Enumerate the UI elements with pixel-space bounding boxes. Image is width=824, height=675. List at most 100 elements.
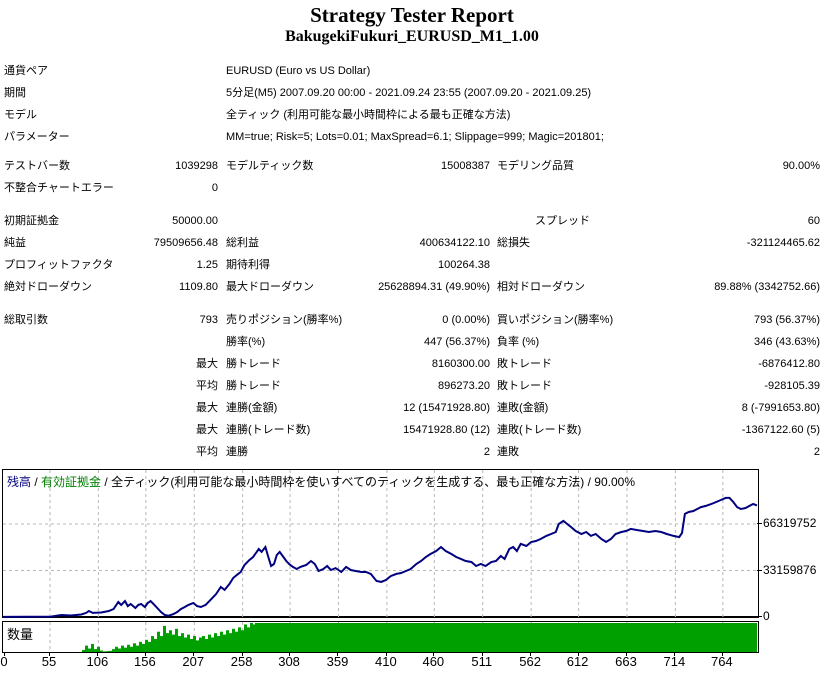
row-value: 8160300.00 [431,358,490,370]
report-cell [226,210,490,232]
row-value: 1109.80 [179,281,218,293]
volume-bar [124,647,127,652]
report-cell: 最大 [4,353,218,375]
row-label: テストバー数 [4,160,70,172]
row-label: 初期証拠金 [4,215,59,227]
report-cell: 通貨ペア [4,60,218,82]
x-tick [674,653,676,656]
row-value: 1039298 [175,160,218,172]
x-tick [481,653,483,656]
row-value: 400634122.10 [419,237,490,249]
row-value: 100264.38 [438,259,490,271]
report-row: 勝率(%) 447 (56.37%) 負率 (%) 346 (43.63%) [4,331,820,353]
row-label: 負率 (%) [497,336,540,348]
row-label: スプレッド [535,215,590,227]
row-label: 連敗(金額) [497,402,549,414]
report-cell: 連敗(金額) 8 (-7991653.80) [497,397,820,419]
x-tick [577,653,579,656]
x-tick-label: 359 [326,654,349,669]
volume-bar [226,630,229,652]
volume-bar [115,646,118,652]
chart-header: 残高 / 有効証拠金 / 全ティック(利用可能な最小時間枠を使いすべてのティック… [7,473,635,490]
row-value: 最大 [196,424,218,436]
volume-bar [205,638,208,652]
volume-panel-label: 数量 [7,627,34,642]
row-value: 2 [483,446,490,458]
row-value: 0 (0.00%) [442,314,490,326]
row-label: 期間 [4,87,26,99]
x-tick-label: 663 [615,654,637,669]
report-cell: 勝率(%) 447 (56.37%) [226,331,490,353]
row-label: 連勝(金額) [226,402,278,414]
report-cell [497,126,820,148]
report-cell: 最大ドローダウン 25628894.31 (49.90%) [226,276,490,298]
volume-bar [184,637,187,652]
row-label: モデリング品質 [497,160,574,172]
volume-bar [139,641,142,652]
row-label: 最大ドローダウン [226,281,314,293]
volume-bar [187,634,190,652]
volume-bar [97,646,100,652]
volume-bar [214,633,217,652]
report-cell: モデルティック数 15008387 [226,155,490,177]
volume-bar [145,639,148,652]
report-row: 絶対ドローダウン 1109.80 最大ドローダウン 25628894.31 (49.9… [4,276,820,298]
volume-bar [223,634,226,652]
volume-bar [250,623,253,652]
report-cell: 敗トレード -6876412.80 [497,353,820,375]
report-cell: 平均 [4,375,218,397]
page-title: Strategy Tester Report [310,3,514,27]
x-tick-label: 714 [663,654,686,669]
x-tick-label: 562 [519,654,541,669]
balance-chart-panel: 残高 / 有効証拠金 / 全ティック(利用可能な最小時間枠を使いすべてのティック… [2,469,759,619]
report-row: 純益 79509656.48 総利益 400634122.10 総損失 -32112446… [4,232,820,254]
y-tick [757,523,762,524]
row-label: 連敗 [497,446,519,458]
report-subtitle: BakugekiFukuri_EURUSD_M1_1.00 [285,28,539,45]
row-value: -321124465.62 [746,237,820,249]
group-gap [4,298,820,309]
report-cell: スプレッド 60 [497,210,820,232]
row-label: 期待利得 [226,259,270,271]
row-label: 相対ドローダウン [497,281,585,293]
row-value: 1.25 [196,259,218,271]
x-tick-label: 764 [710,654,733,669]
volume-bar [88,648,91,652]
volume-bar [229,633,232,652]
x-tick-label: 410 [375,654,397,669]
row-value: 15008387 [441,160,490,172]
x-tick-label: 511 [471,654,493,669]
volume-bar [190,638,193,652]
report-cell: 負率 (%) 346 (43.63%) [497,331,820,353]
row-value: 最大 [196,402,218,414]
volume-bar [100,650,103,652]
volume-bar [172,634,175,652]
group-gap [4,148,820,155]
row-label: 5分足(M5) 2007.09.20 00:00 - 2021.09.24 23… [226,87,592,99]
x-tick [385,653,387,656]
row-label: 勝率(%) [226,336,266,348]
group-gap [4,199,820,210]
x-tick [48,653,50,656]
report-cell: 5分足(M5) 2007.09.20 00:00 - 2021.09.24 23… [226,82,591,104]
report-row: 最大 連勝(金額) 12 (15471928.80) 連敗(金額) 8 (-799165… [4,397,820,419]
row-label: 連勝 [226,446,248,458]
row-label: 敗トレード [497,380,552,392]
volume-chart-panel: 数量 [2,621,759,653]
report-cell: プロフィットファクタ 1.25 [4,254,218,276]
volume-bar [232,628,235,652]
row-value: 平均 [196,446,218,458]
volume-bar [85,645,88,652]
report-row: モデル 全ティック (利用可能な最小時間枠による最も正確な方法) [4,104,820,126]
row-value: 89.88% (3342752.66) [714,281,820,293]
row-label: 勝トレード [226,358,281,370]
row-value: -6876412.80 [758,358,820,370]
row-value: 346 (43.63%) [753,336,820,348]
report-row: 平均 勝トレード 896273.20 敗トレード -928105.39 [4,375,820,397]
volume-bar [148,641,151,652]
report-row: 最大 連勝(トレード数) 15471928.80 (12) 連敗(トレード数) -136… [4,419,820,441]
volume-bar [175,628,178,652]
report-cell: 連勝(トレード数) 15471928.80 (12) [226,419,490,441]
report-cell [497,177,820,199]
x-tick [625,653,627,656]
